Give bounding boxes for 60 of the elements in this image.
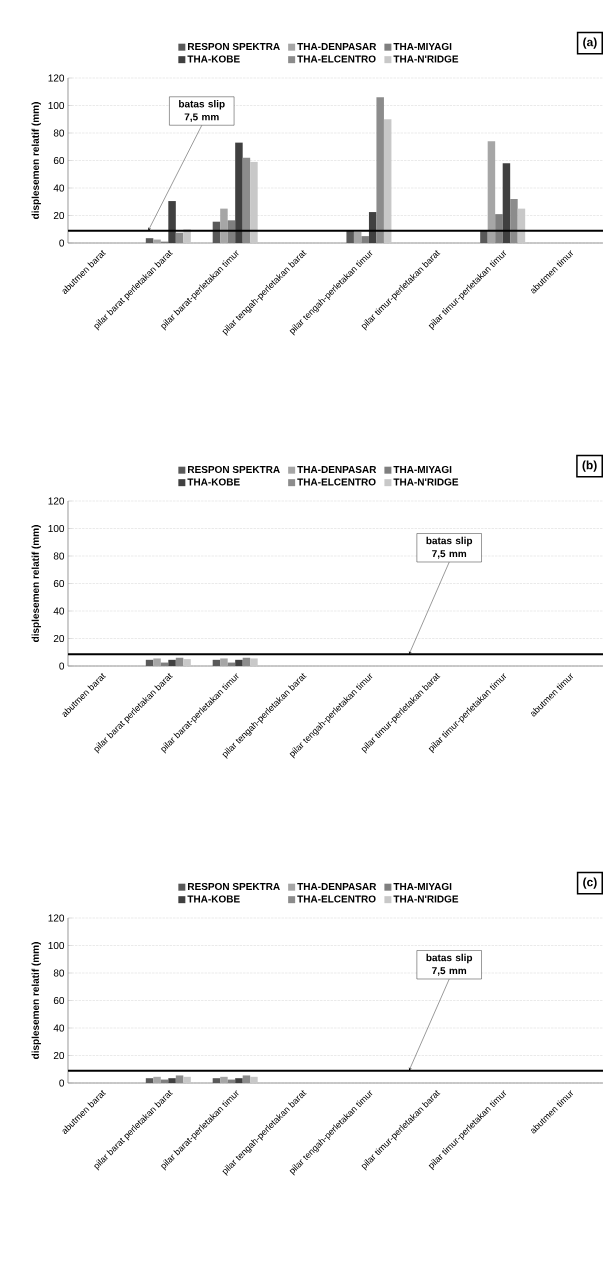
bar [250, 161, 258, 244]
text: (c) [583, 877, 597, 889]
y-tick-label: 120 [48, 914, 65, 922]
y-tick-label: 40 [53, 607, 65, 615]
legend-label: THA-N'RIDGE [393, 478, 459, 486]
bar [235, 142, 243, 244]
legend-label: THA-DENPASAR [297, 882, 377, 891]
text: (b) [582, 460, 597, 472]
bar [502, 163, 511, 244]
y-tick-label: 60 [53, 996, 65, 1005]
legend-label: THA-DENPASAR [297, 465, 377, 474]
y-tick-label: 0 [59, 239, 65, 247]
ref-line-label: batas slip 7,5 mm [426, 536, 473, 559]
y-tick-label: 40 [53, 184, 65, 192]
legend-label: THA-DENPASAR [297, 42, 377, 51]
legend-label: THA-ELCENTRO [297, 478, 376, 486]
y-tick-label: 120 [48, 74, 65, 82]
legend-label: THA-N'RIDGE [393, 55, 459, 63]
y-axis-title: displesemen relatif (mm) [31, 102, 41, 219]
legend-label: RESPON SPEKTRA [188, 882, 280, 891]
y-tick-label: 0 [59, 662, 65, 670]
y-tick-label: 100 [48, 101, 65, 110]
legend-label: THA-ELCENTRO [297, 55, 376, 63]
y-axis-title: displesemen relatif (mm) [31, 525, 41, 643]
y-tick-label: 120 [48, 497, 65, 505]
bar [480, 230, 488, 244]
bar [168, 201, 176, 244]
y-tick-label: 40 [53, 1024, 65, 1032]
y-tick-label: 80 [53, 552, 65, 560]
y-tick-label: 20 [53, 634, 65, 643]
legend-label: THA-ELCENTRO [297, 895, 376, 903]
legend-label: THA-KOBE [187, 55, 240, 63]
bar [487, 141, 496, 244]
y-axis-title: displesemen relatif (mm) [31, 942, 41, 1060]
y-tick-label: 80 [53, 969, 65, 977]
legend-label: THA-MIYAGI [393, 882, 452, 891]
bar [383, 119, 392, 244]
legend-label: THA-MIYAGI [393, 42, 452, 51]
y-tick-label: 20 [53, 211, 65, 220]
legend-label: THA-KOBE [187, 895, 240, 903]
bar [353, 232, 362, 244]
bar [346, 230, 354, 244]
y-tick-label: 20 [53, 1051, 65, 1060]
y-tick-label: 60 [53, 579, 65, 588]
y-tick-label: 100 [48, 941, 65, 950]
bar [153, 239, 161, 244]
legend-label: THA-KOBE [187, 478, 240, 486]
y-tick-label: 0 [59, 1079, 65, 1087]
legend-label: RESPON SPEKTRA [188, 465, 280, 474]
bar [220, 208, 228, 244]
y-tick-label: 60 [53, 156, 65, 165]
legend-label: THA-MIYAGI [393, 465, 452, 474]
legend-label: RESPON SPEKTRA [188, 42, 280, 51]
y-tick-label: 80 [53, 129, 65, 137]
y-tick-label: 100 [48, 524, 65, 533]
bar [145, 238, 154, 244]
ref-line-label: batas slip 7,5 mm [179, 100, 225, 122]
text: (a) [583, 37, 597, 49]
legend-label: THA-N'RIDGE [393, 895, 459, 903]
ref-line-label: batas slip 7,5 mm [426, 953, 473, 976]
